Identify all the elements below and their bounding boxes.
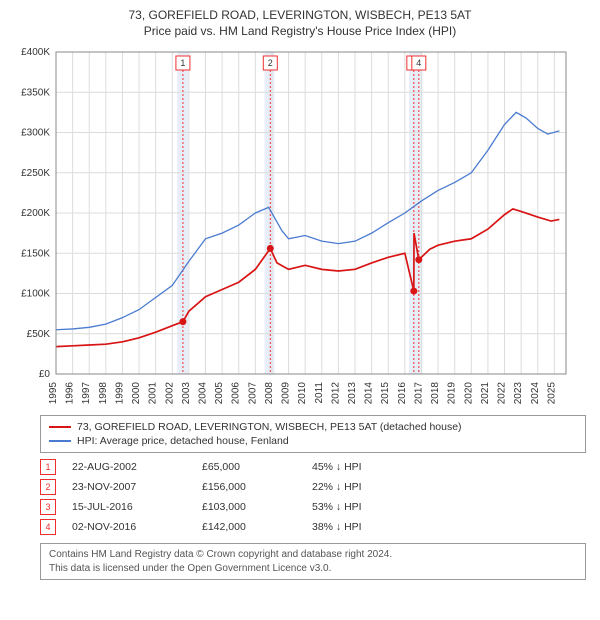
transaction-row: 1 22-AUG-2002£65,00045% ↓ HPI [40, 457, 586, 477]
transaction-price: £65,000 [202, 461, 312, 473]
svg-text:£50K: £50K [27, 329, 51, 340]
transaction-marker: 1 [40, 459, 56, 475]
svg-text:2021: 2021 [480, 382, 491, 404]
legend-swatch [49, 426, 71, 428]
svg-text:2002: 2002 [164, 382, 175, 404]
page-title: 73, GOREFIELD ROAD, LEVERINGTON, WISBECH… [10, 8, 590, 22]
svg-text:2005: 2005 [214, 382, 225, 404]
legend-item: HPI: Average price, detached house, Fenl… [49, 434, 577, 448]
footer-line2: This data is licensed under the Open Gov… [49, 562, 577, 576]
svg-text:1997: 1997 [81, 382, 92, 404]
svg-text:2023: 2023 [513, 382, 524, 404]
legend-item: 73, GOREFIELD ROAD, LEVERINGTON, WISBECH… [49, 420, 577, 434]
transaction-marker: 3 [40, 499, 56, 515]
svg-text:4: 4 [416, 58, 421, 68]
svg-text:£400K: £400K [21, 47, 50, 58]
legend-swatch [49, 440, 71, 442]
svg-text:2017: 2017 [413, 382, 424, 404]
transaction-marker: 4 [40, 519, 56, 535]
footer-note: Contains HM Land Registry data © Crown c… [40, 543, 586, 580]
svg-text:£350K: £350K [21, 87, 50, 98]
svg-text:2015: 2015 [380, 382, 391, 404]
transaction-price: £156,000 [202, 481, 312, 493]
svg-text:2011: 2011 [314, 382, 325, 404]
svg-text:2003: 2003 [181, 382, 192, 404]
svg-text:£150K: £150K [21, 248, 50, 259]
transaction-delta: 53% ↓ HPI [312, 501, 422, 513]
footer-line1: Contains HM Land Registry data © Crown c… [49, 548, 577, 562]
svg-text:2024: 2024 [530, 382, 541, 404]
transaction-date: 23-NOV-2007 [72, 481, 202, 493]
legend: 73, GOREFIELD ROAD, LEVERINGTON, WISBECH… [40, 415, 586, 453]
svg-text:2001: 2001 [148, 382, 159, 404]
svg-text:1996: 1996 [65, 382, 76, 404]
transaction-marker: 2 [40, 479, 56, 495]
svg-text:£300K: £300K [21, 128, 50, 139]
svg-text:2019: 2019 [447, 382, 458, 404]
svg-text:£100K: £100K [21, 289, 50, 300]
svg-text:2: 2 [268, 58, 273, 68]
svg-text:2012: 2012 [330, 382, 341, 404]
svg-text:2010: 2010 [297, 382, 308, 404]
chart-svg: £0 £50K £100K £150K £200K £250K £300K £350K £400… [10, 44, 570, 404]
transaction-row: 3 15-JUL-2016£103,00053% ↓ HPI [40, 497, 586, 517]
page-subtitle: Price paid vs. HM Land Registry's House … [10, 24, 590, 38]
svg-text:1998: 1998 [98, 382, 109, 404]
svg-text:£200K: £200K [21, 208, 50, 219]
transaction-delta: 45% ↓ HPI [312, 461, 422, 473]
transaction-price: £103,000 [202, 501, 312, 513]
transaction-row: 2 23-NOV-2007£156,00022% ↓ HPI [40, 477, 586, 497]
svg-text:1995: 1995 [48, 382, 59, 404]
transaction-delta: 38% ↓ HPI [312, 521, 422, 533]
svg-text:2004: 2004 [198, 382, 209, 404]
svg-text:2022: 2022 [497, 382, 508, 404]
svg-text:2008: 2008 [264, 382, 275, 404]
svg-text:2014: 2014 [364, 382, 375, 404]
transaction-delta: 22% ↓ HPI [312, 481, 422, 493]
legend-label: 73, GOREFIELD ROAD, LEVERINGTON, WISBECH… [77, 421, 462, 433]
transaction-table: 1 22-AUG-2002£65,00045% ↓ HPI 2 23-NOV-2007… [40, 457, 586, 537]
transaction-price: £142,000 [202, 521, 312, 533]
transaction-date: 22-AUG-2002 [72, 461, 202, 473]
svg-text:£250K: £250K [21, 168, 50, 179]
svg-text:2007: 2007 [247, 382, 258, 404]
svg-text:2020: 2020 [463, 382, 474, 404]
legend-label: HPI: Average price, detached house, Fenl… [77, 435, 289, 447]
transaction-date: 02-NOV-2016 [72, 521, 202, 533]
transaction-row: 4 02-NOV-2016£142,00038% ↓ HPI [40, 517, 586, 537]
svg-text:1: 1 [180, 58, 185, 68]
svg-text:1999: 1999 [114, 382, 125, 404]
svg-text:£0: £0 [39, 369, 51, 380]
svg-text:2000: 2000 [131, 382, 142, 404]
chart: £0 £50K £100K £150K £200K £250K £300K £350K £400… [10, 44, 590, 409]
svg-text:2016: 2016 [397, 382, 408, 404]
svg-text:2018: 2018 [430, 382, 441, 404]
transaction-date: 15-JUL-2016 [72, 501, 202, 513]
svg-text:2006: 2006 [231, 382, 242, 404]
svg-text:2009: 2009 [281, 382, 292, 404]
svg-text:2025: 2025 [546, 382, 557, 404]
svg-text:2013: 2013 [347, 382, 358, 404]
